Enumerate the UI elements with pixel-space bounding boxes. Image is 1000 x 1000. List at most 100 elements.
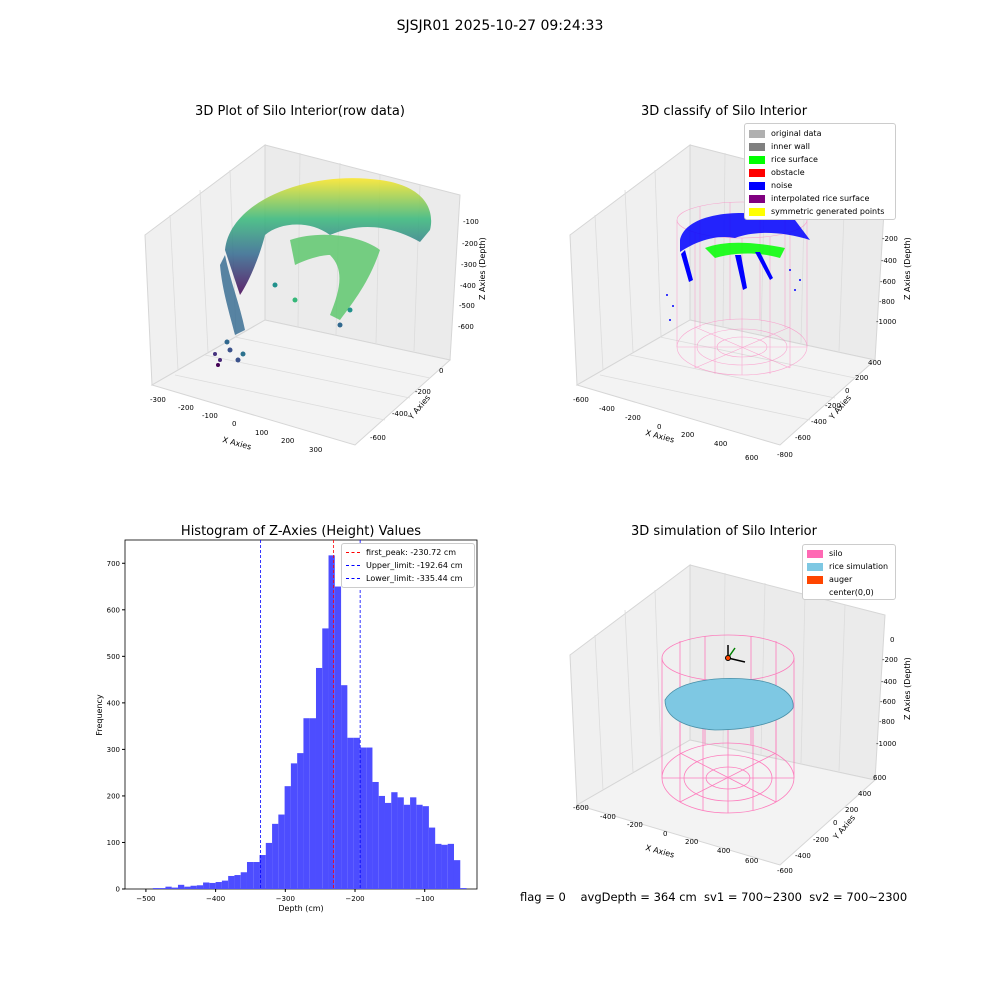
legend-swatch — [749, 194, 765, 203]
svg-text:-600: -600 — [880, 278, 896, 286]
legend-item: center(0,0) — [807, 586, 891, 599]
svg-text:-600: -600 — [458, 323, 474, 331]
raw-3d-plot: -300 -200 -100 0 100 200 300 X Axies 0 -… — [144, 144, 487, 454]
histogram-bar — [253, 862, 260, 889]
raw-y-ticks: 0 -200 -400 -600 — [370, 367, 443, 442]
svg-text:-200: -200 — [625, 414, 641, 422]
legend-item: auger — [807, 573, 891, 586]
histogram-bar — [315, 667, 323, 889]
histogram-bar — [453, 860, 461, 889]
svg-text:400: 400 — [868, 359, 881, 367]
raw-point-cloud — [213, 178, 432, 367]
legend-swatch — [807, 589, 823, 597]
histogram-bar — [391, 792, 398, 889]
histogram-x-label: Depth (cm) — [278, 904, 323, 913]
svg-text:-600: -600 — [795, 434, 811, 442]
legend-swatch — [807, 562, 823, 571]
legend-item: original data — [749, 127, 891, 140]
histogram-bar — [284, 786, 291, 889]
svg-text:200: 200 — [281, 437, 294, 445]
svg-text:0: 0 — [890, 636, 894, 644]
legend-item: Upper_limit: -192.64 cm — [346, 559, 470, 572]
legend-label: noise — [771, 181, 793, 190]
histogram-bar — [416, 804, 423, 889]
y-tick-label: 0 — [116, 886, 120, 894]
histogram-bar — [240, 872, 247, 889]
svg-text:-200: -200 — [415, 388, 431, 396]
svg-text:400: 400 — [858, 790, 871, 798]
histogram-bar — [265, 842, 273, 889]
classified-points — [666, 212, 810, 321]
svg-text:-600: -600 — [777, 867, 793, 875]
legend-label: first_peak: -230.72 cm — [366, 548, 457, 557]
histogram-bar — [246, 862, 254, 889]
histogram-bar — [228, 875, 235, 889]
svg-text:0: 0 — [657, 423, 661, 431]
raw-x-label: X Axies — [221, 435, 252, 451]
histogram-bar — [341, 685, 348, 889]
legend-label: rice simulation — [829, 562, 889, 571]
status-readout: flag = 0 avgDepth = 364 cm sv1 = 700~230… — [520, 890, 908, 904]
svg-text:-200: -200 — [462, 240, 478, 248]
svg-text:-600: -600 — [880, 698, 896, 706]
svg-text:-500: -500 — [459, 302, 475, 310]
x-tick-label: −200 — [345, 895, 364, 903]
histogram-x-ticks: −500 −400 −300 −200 −100 — [136, 889, 434, 903]
legend-item: obstacle — [749, 166, 891, 179]
legend-label: symmetric generated points — [771, 207, 885, 216]
legend-item: Lower_limit: -335.44 cm — [346, 572, 470, 585]
histogram-bar — [366, 747, 373, 889]
histogram-chart: −500 −400 −300 −200 −100 0 100 200 300 400 500 600… — [95, 539, 478, 913]
histogram-bar — [203, 882, 210, 889]
histogram-bar — [209, 882, 216, 889]
x-tick-label: −300 — [276, 895, 295, 903]
svg-text:400: 400 — [714, 440, 727, 448]
simulation-3d-plot: -600 -400 -200 0 200 400 600 X Axies 600… — [569, 564, 912, 875]
legend-item: interpolated rice surface — [749, 192, 891, 205]
silo-wireframe — [676, 201, 808, 376]
histogram-bar — [278, 814, 285, 889]
legend-label: center(0,0) — [829, 588, 874, 597]
histogram-bar — [297, 753, 304, 889]
svg-text:-400: -400 — [460, 282, 476, 290]
svg-text:-100: -100 — [202, 412, 218, 420]
histogram-bar — [215, 882, 222, 889]
histogram-y-label: Frequency — [95, 694, 104, 736]
svg-text:-800: -800 — [777, 451, 793, 459]
legend-label: original data — [771, 129, 822, 138]
y-tick-label: 200 — [107, 792, 120, 800]
histogram-bar — [460, 888, 467, 889]
svg-text:300: 300 — [309, 446, 322, 454]
histogram-bar — [422, 806, 429, 889]
svg-text:0: 0 — [845, 387, 849, 395]
y-tick-label: 600 — [107, 606, 120, 614]
svg-text:200: 200 — [845, 806, 858, 814]
legend-item: symmetric generated points — [749, 205, 891, 218]
histogram-title: Histogram of Z-Axies (Height) Values — [180, 524, 422, 539]
svg-text:0: 0 — [439, 367, 443, 375]
legend-label: inner wall — [771, 142, 811, 151]
y-tick-label: 500 — [107, 653, 120, 661]
svg-text:0: 0 — [232, 420, 236, 428]
x-tick-label: −400 — [206, 895, 225, 903]
legend-item: noise — [749, 179, 891, 192]
svg-text:-600: -600 — [573, 396, 589, 404]
histogram-bar — [378, 795, 385, 889]
svg-text:Y Axies: Y Axies — [831, 813, 857, 842]
svg-text:-600: -600 — [573, 804, 589, 812]
svg-text:-400: -400 — [881, 678, 897, 686]
x-tick-label: −500 — [136, 895, 155, 903]
svg-text:-200: -200 — [627, 821, 643, 829]
classify-plot-title: 3D classify of Silo Interior — [640, 104, 808, 119]
svg-text:-300: -300 — [150, 396, 166, 404]
simulation-legend: silo rice simulation auger center(0,0) — [802, 544, 896, 600]
histogram-bar — [177, 884, 185, 889]
histogram-legend: first_peak: -230.72 cm Upper_limit: -192.… — [341, 543, 475, 588]
figure-title: SJSJR01 2025-10-27 09:24:33 — [396, 18, 604, 34]
svg-text:600: 600 — [745, 454, 758, 462]
legend-swatch — [749, 155, 765, 164]
svg-text:Z Axies (Depth): Z Axies (Depth) — [903, 237, 912, 300]
legend-item: rice surface — [749, 153, 891, 166]
legend-swatch — [749, 168, 765, 177]
svg-text:-400: -400 — [600, 813, 616, 821]
